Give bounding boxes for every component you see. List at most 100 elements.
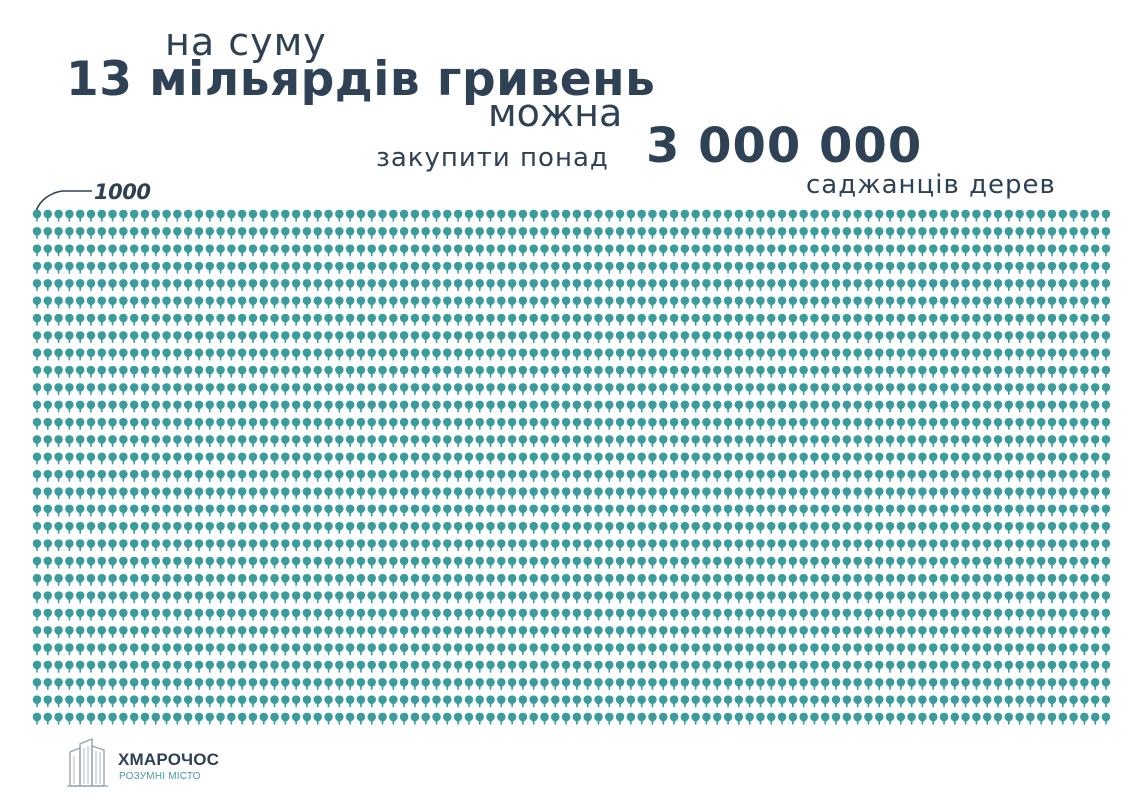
tree-icon [810, 227, 819, 239]
tree-icon [756, 608, 765, 621]
tree-icon [1058, 296, 1068, 309]
tree-icon [75, 452, 85, 465]
tree-icon [453, 469, 463, 482]
tree-icon [432, 261, 441, 274]
tree-icon [583, 244, 592, 257]
tree-icon [615, 383, 625, 396]
tree-icon [129, 296, 139, 309]
tree-icon [1090, 435, 1100, 448]
tree-icon [32, 261, 42, 274]
tree-icon [151, 539, 161, 552]
tree-icon [97, 400, 107, 413]
tree-icon [108, 296, 117, 309]
tree-icon [1047, 296, 1057, 309]
tree-icon [1026, 643, 1035, 656]
tree-icon [594, 626, 603, 638]
tree-icon [723, 643, 733, 656]
tree-icon [961, 227, 970, 239]
tree-icon [129, 227, 139, 239]
tree-icon [734, 452, 744, 465]
tree-icon [378, 383, 387, 396]
tree-icon [302, 469, 312, 482]
tree-icon [421, 626, 430, 638]
tree-icon [702, 626, 711, 638]
tree-icon [1058, 504, 1068, 517]
tree-icon [929, 452, 938, 465]
tree-icon [561, 556, 571, 569]
tree-icon [626, 574, 636, 586]
tree-icon [259, 331, 268, 344]
tree-icon [410, 452, 420, 465]
tree-icon [853, 556, 862, 569]
tree-icon [356, 435, 366, 448]
tree-icon [367, 227, 376, 239]
tree-icon [475, 209, 484, 222]
tree-icon [734, 417, 744, 430]
tree-icon [356, 331, 366, 344]
tree-icon [896, 660, 906, 673]
tree-icon [486, 556, 495, 569]
tree-icon [950, 313, 960, 326]
tree-icon [1004, 626, 1014, 638]
tree-icon [43, 556, 53, 569]
tree-icon [853, 469, 862, 482]
tree-icon [65, 227, 74, 239]
tree-icon [378, 279, 387, 291]
tree-icon [885, 365, 895, 378]
tree-icon [918, 712, 927, 725]
tree-icon [129, 695, 139, 708]
tree-icon [356, 626, 366, 638]
tree-icon [119, 435, 128, 448]
tree-icon [281, 313, 290, 326]
tree-icon [918, 452, 927, 465]
tree-icon [788, 712, 798, 725]
tree-icon [227, 504, 236, 517]
tree-icon [853, 296, 862, 309]
tree-icon [453, 365, 463, 378]
tree-icon [270, 383, 279, 396]
tree-icon [713, 539, 722, 552]
tree-icon [345, 383, 355, 396]
tree-icon [1069, 626, 1078, 638]
tree-icon [605, 209, 614, 222]
tree-icon [1026, 365, 1035, 378]
tree-icon [97, 469, 107, 482]
tree-icon [734, 574, 744, 586]
tree-icon [1090, 244, 1100, 257]
tree-icon [1080, 591, 1089, 604]
tree-icon [399, 469, 409, 482]
tree-icon [389, 313, 398, 326]
tree-icon [767, 417, 776, 430]
tree-icon [345, 400, 355, 413]
tree-icon [691, 626, 700, 638]
tree-icon [270, 643, 279, 656]
tree-icon [507, 469, 517, 482]
tree-icon [982, 626, 992, 638]
tree-icon [572, 643, 582, 656]
tree-icon [335, 435, 344, 448]
tree-icon [1047, 504, 1057, 517]
tree-icon [745, 313, 754, 326]
tree-icon [1090, 660, 1100, 673]
tree-icon [140, 660, 150, 673]
tree-icon [1069, 209, 1078, 222]
tree-icon [680, 487, 690, 500]
tree-icon [885, 452, 895, 465]
tree-icon [961, 383, 970, 396]
tree-icon [842, 348, 852, 361]
tree-icon [853, 504, 862, 517]
tree-icon [518, 522, 528, 534]
tree-icon [939, 417, 949, 430]
tree-icon [993, 678, 1003, 690]
tree-icon [302, 296, 312, 309]
tree-icon [831, 695, 841, 708]
tree-icon [183, 452, 193, 465]
tree-icon [939, 365, 949, 378]
tree-icon [950, 261, 960, 274]
tree-icon [399, 522, 409, 534]
tree-icon [140, 209, 150, 222]
tree-icon [1101, 383, 1111, 396]
tree-icon [799, 591, 808, 604]
tree-icon [378, 400, 387, 413]
tree-icon [140, 244, 150, 257]
